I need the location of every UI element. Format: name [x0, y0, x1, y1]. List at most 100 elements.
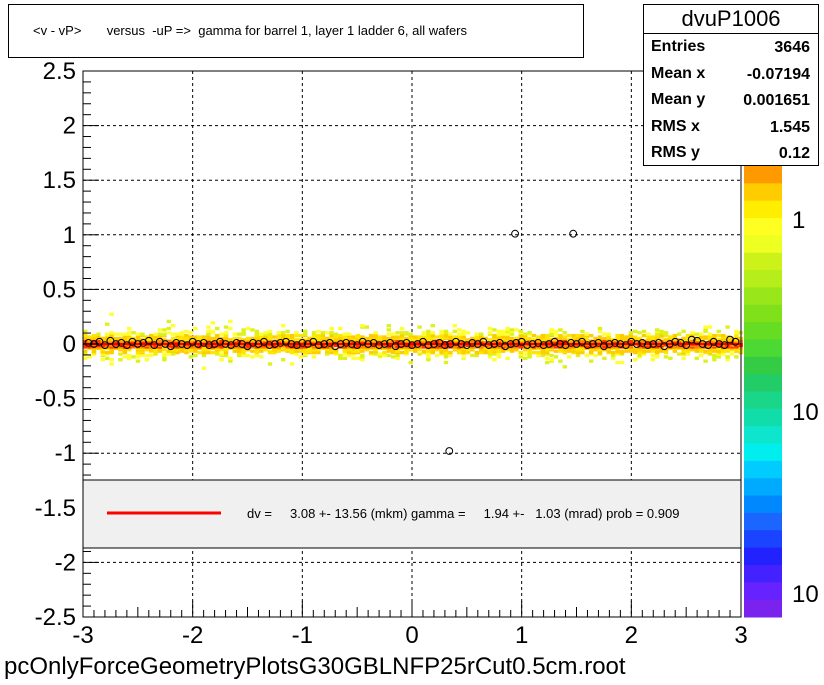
profile-point: [441, 341, 449, 349]
density-cell: [105, 350, 110, 355]
profile-point: [457, 340, 466, 348]
density-cell: [619, 336, 625, 341]
density-cell: [210, 321, 215, 325]
density-cell: [316, 329, 321, 333]
density-cell: [206, 350, 211, 355]
density-cell: [707, 325, 713, 329]
stats-label: Mean x: [651, 64, 706, 82]
y-tick-label: 2: [63, 113, 76, 140]
density-cell: [118, 332, 123, 336]
density-cell: [355, 333, 361, 338]
density-cell: [650, 353, 655, 358]
density-cell: [483, 349, 488, 353]
density-cell: [435, 353, 440, 358]
density-cell: [333, 332, 339, 336]
file-name: pcOnlyForceGeometryPlotsG30GBLNFP25rCut0…: [4, 653, 626, 680]
plot-title: <v - vP> versus -uP => gamma for barrel …: [33, 23, 468, 38]
density-cell: [395, 339, 400, 343]
density-cell: [602, 332, 607, 336]
density-cell: [545, 350, 550, 355]
density-cell: [584, 353, 589, 358]
density-cell: [386, 349, 391, 353]
title-box: <v - vP> versus -uP => gamma for barrel …: [8, 4, 584, 58]
density-cell: [465, 338, 471, 342]
density-cell: [83, 345, 88, 349]
density-cell: [105, 356, 110, 360]
density-cell: [408, 338, 413, 342]
density-cell: [223, 331, 229, 335]
profile-point: [199, 339, 208, 347]
density-cell: [87, 335, 92, 339]
density-cell: [83, 349, 88, 353]
density-cell: [157, 328, 163, 332]
density-cell: [144, 358, 149, 362]
density-cell: [575, 346, 581, 351]
density-cell: [523, 356, 528, 360]
density-cell: [681, 329, 686, 333]
density-cell: [316, 333, 321, 338]
density-cell: [580, 339, 585, 343]
density-cell: [646, 338, 651, 342]
profile-point: [155, 337, 164, 346]
density-cell: [505, 356, 510, 360]
density-cell: [228, 356, 233, 360]
density-cell: [417, 325, 422, 329]
density-cell: [201, 353, 207, 358]
color-scale-label: 10: [792, 399, 819, 426]
profile-point: [424, 341, 433, 349]
density-cell: [426, 333, 431, 338]
density-cell: [602, 336, 607, 341]
density-cell: [276, 331, 281, 335]
density-cell: [430, 331, 435, 335]
density-cell: [329, 350, 334, 355]
density-cell: [624, 335, 629, 339]
density-cell: [716, 346, 721, 351]
density-cell: [611, 353, 616, 358]
density-cell: [641, 333, 647, 338]
profile-point: [462, 341, 471, 349]
density-cell: [721, 349, 726, 353]
density-cell: [703, 349, 708, 353]
density-cell: [672, 349, 677, 353]
density-cell: [100, 348, 105, 352]
profile-point: [473, 340, 482, 348]
profile-point: [210, 340, 219, 348]
density-cell: [597, 326, 603, 331]
profile-point: [84, 339, 93, 347]
density-cell: [303, 329, 308, 333]
color-scale-band: [744, 339, 782, 358]
x-tick-label: 1: [515, 622, 528, 649]
density-cell: [725, 358, 730, 362]
profile-point: [303, 340, 312, 348]
profile-point: [610, 339, 619, 347]
profile-point: [391, 342, 400, 351]
density-cell: [311, 355, 317, 359]
density-cell: [457, 328, 462, 332]
density-cell: [584, 336, 589, 341]
density-cell: [518, 329, 523, 333]
density-cell: [417, 348, 422, 352]
density-cell: [245, 343, 251, 348]
density-cell: [307, 336, 312, 341]
density-cell: [685, 333, 691, 338]
density-cell: [360, 335, 365, 339]
density-cell: [245, 336, 251, 341]
color-scale-band: [744, 530, 782, 549]
density-cell: [435, 339, 440, 343]
profile-point: [227, 341, 235, 349]
density-cell: [734, 329, 739, 333]
profile-point: [528, 340, 537, 348]
density-cell: [223, 353, 229, 358]
x-tick-label: -1: [292, 622, 313, 649]
density-cell: [166, 349, 171, 353]
y-tick-label: 1: [63, 222, 76, 249]
density-cell: [294, 352, 299, 356]
density-cell: [465, 331, 471, 335]
density-cell: [157, 332, 163, 336]
density-cell: [386, 332, 391, 336]
density-cell: [633, 338, 638, 342]
profile-point: [698, 340, 707, 348]
density-cell: [373, 352, 378, 356]
profile-point: [649, 340, 658, 348]
density-cell: [149, 353, 154, 358]
